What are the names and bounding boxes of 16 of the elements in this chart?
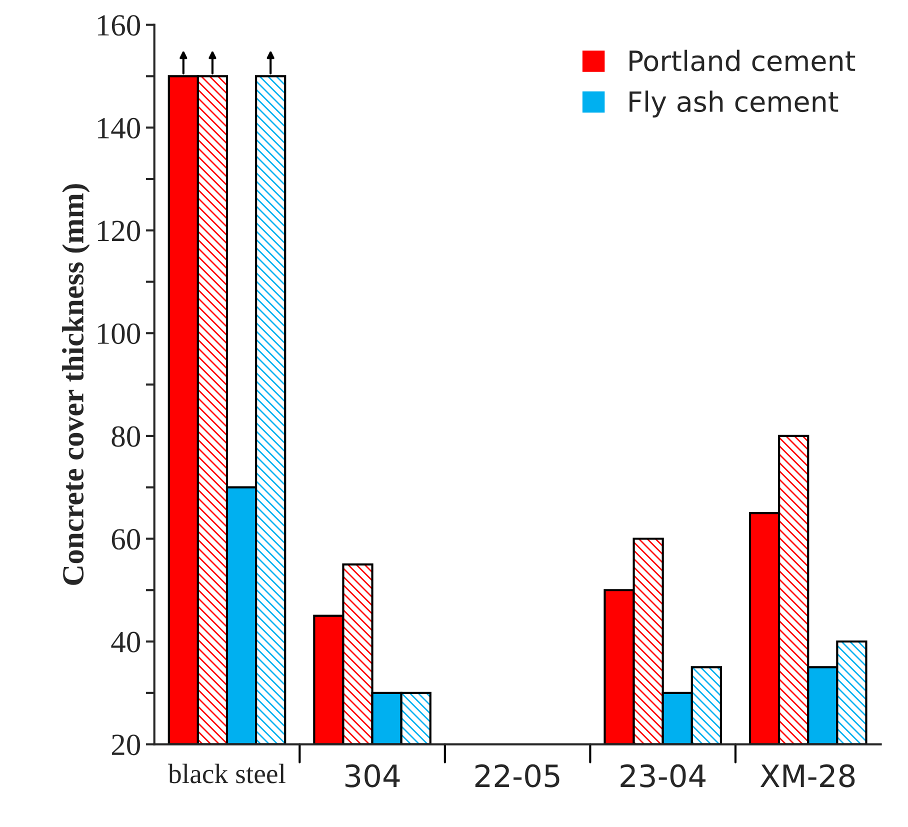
y-axis-title: Concrete cover thickness (mm)	[62, 184, 90, 585]
y-tick-label: 60	[112, 529, 140, 550]
x-tick-label: 22-05	[475, 764, 560, 788]
x-tick-label: 304	[345, 764, 400, 788]
x-tick-label: 23-04	[620, 764, 706, 788]
x-tick-label: XM-28	[760, 764, 855, 788]
y-tick-label: 20	[112, 734, 140, 756]
y-tick-label: 160	[98, 15, 140, 36]
y-tick-label: 100	[98, 323, 140, 344]
y-tick-label: 140	[98, 118, 140, 138]
x-tick-label: black steel	[168, 764, 286, 784]
y-tick-label: 80	[112, 426, 140, 447]
legend-label: Fly ash cement	[630, 90, 838, 118]
legend-label: Portland cement	[630, 50, 856, 72]
y-tick-label: 40	[111, 632, 140, 652]
y-tick-label: 120	[98, 220, 140, 242]
